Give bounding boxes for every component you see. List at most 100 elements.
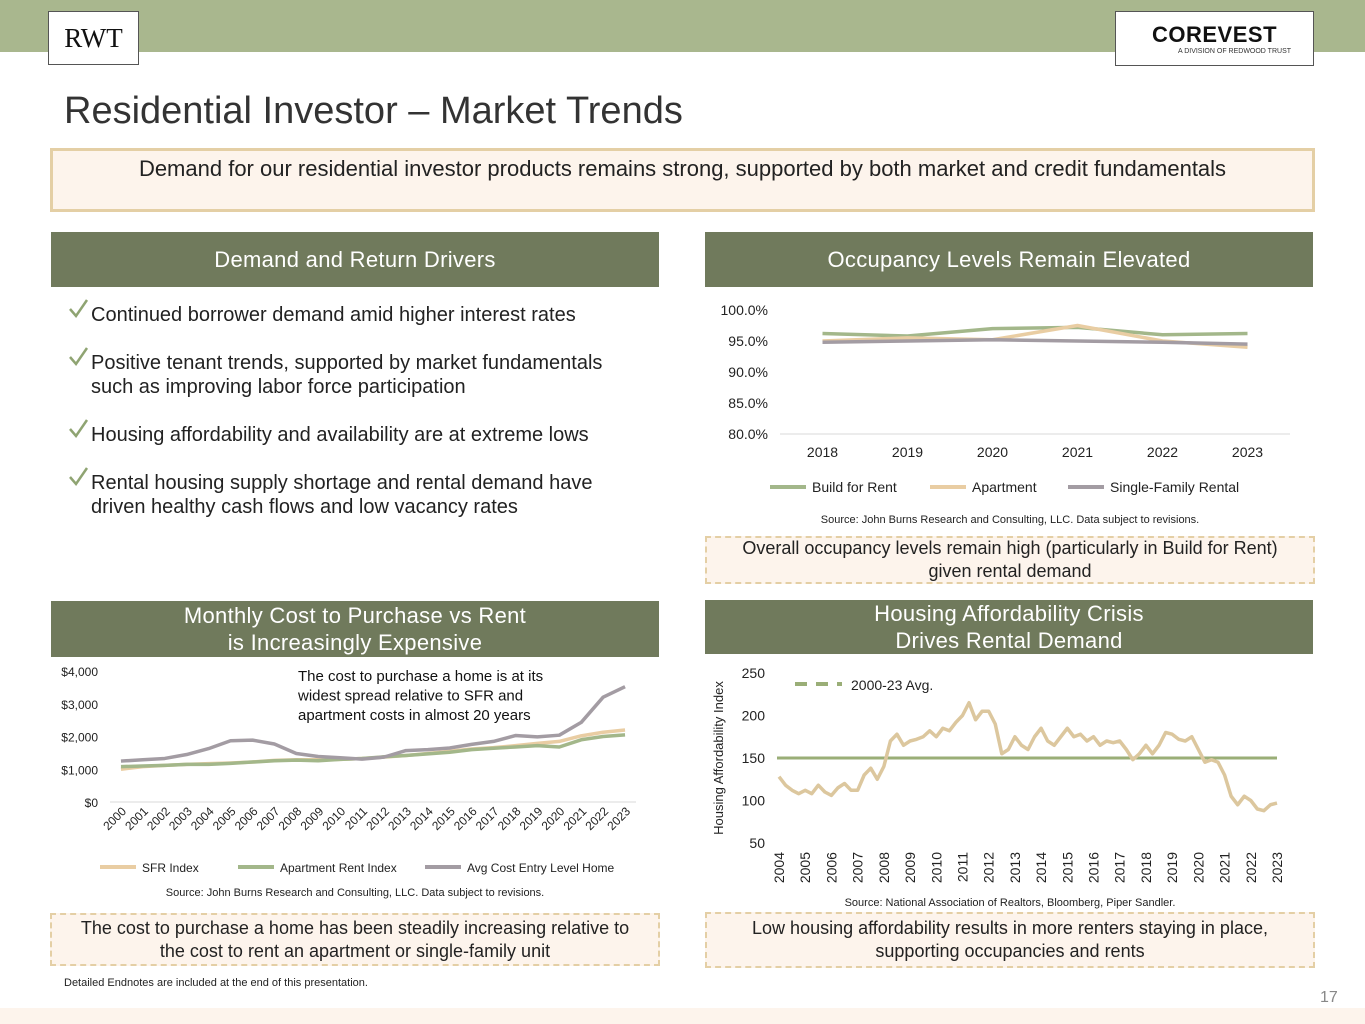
panel-heading: Monthly Cost to Purchase vs Rent is Incre… xyxy=(51,601,659,657)
x-tick-label: 2014 xyxy=(1033,852,1049,883)
check-icon xyxy=(69,467,89,487)
x-tick-label: 2006 xyxy=(823,852,839,883)
banner: Demand for our residential investor prod… xyxy=(50,148,1315,212)
x-tick-label: 2008 xyxy=(876,852,892,883)
bullet: Positive tenant trends, supported by mar… xyxy=(65,347,655,399)
x-tick-label: 2004 xyxy=(188,804,217,833)
y-tick-label: $4,000 xyxy=(61,665,98,679)
y-tick-label: 85.0% xyxy=(728,395,768,411)
x-tick-label: 2019 xyxy=(517,804,546,833)
bottom-band xyxy=(0,1008,1365,1024)
heading-line: Demand and Return Drivers xyxy=(214,247,496,272)
heading-line: Occupancy Levels Remain Elevated xyxy=(827,247,1191,272)
x-tick-label: 2012 xyxy=(363,804,392,833)
check-icon xyxy=(69,347,89,367)
x-tick-label: 2007 xyxy=(850,852,866,883)
logo-right-text: COREVEST xyxy=(1151,22,1278,47)
heading-line: is Increasingly Expensive xyxy=(227,630,483,655)
source: Source: John Burns Research and Consulti… xyxy=(165,887,545,899)
x-tick-label: 2021 xyxy=(1062,444,1093,460)
x-tick-label: 2015 xyxy=(1059,852,1075,883)
y-tick-label: 150 xyxy=(742,750,766,766)
bullet-line: Continued borrower demand amid higher in… xyxy=(91,304,576,326)
callout-line: supporting occupancies and rents xyxy=(875,941,1145,961)
callout-line: the cost to rent an apartment or single-… xyxy=(159,940,551,961)
y-tick-label: $0 xyxy=(85,796,99,810)
annotation: widest spread relative to SFR and xyxy=(297,688,523,705)
x-tick-label: 2017 xyxy=(473,804,502,833)
heading-line: Housing Affordability Crisis xyxy=(874,601,1144,626)
annotation: apartment costs in almost 20 years xyxy=(298,707,531,724)
x-tick-label: 2019 xyxy=(892,444,923,460)
footnote: Detailed Endnotes are included at the en… xyxy=(64,977,368,989)
legend-label: Single-Family Rental xyxy=(1110,479,1239,495)
series-line xyxy=(120,685,626,763)
legend-label: SFR Index xyxy=(142,861,199,875)
x-tick-label: 2006 xyxy=(232,804,261,833)
source: Source: National Association of Realtors… xyxy=(844,897,1176,909)
x-tick-label: 2007 xyxy=(254,804,283,833)
x-tick-label: 2008 xyxy=(276,804,305,833)
y-tick-label: 95.0% xyxy=(728,333,768,349)
x-tick-label: 2022 xyxy=(1147,444,1178,460)
y-axis-label: Housing Affordability Index xyxy=(711,681,726,835)
x-tick-label: 2021 xyxy=(561,804,590,833)
title: Residential Investor – Market Trends xyxy=(64,90,683,132)
callout: The cost to purchase a home has been ste… xyxy=(50,913,660,966)
panel-heading: Demand and Return Drivers xyxy=(51,232,659,287)
x-tick-label: 2023 xyxy=(604,804,633,833)
source: Source: John Burns Research and Consulti… xyxy=(820,514,1200,526)
callout-line: Low housing affordability results in mor… xyxy=(752,918,1268,938)
y-tick-label: 50 xyxy=(749,835,765,851)
check-icon xyxy=(69,299,89,319)
heading-line: Monthly Cost to Purchase vs Rent xyxy=(183,603,527,628)
x-tick-label: 2023 xyxy=(1232,444,1263,460)
x-tick-label: 2002 xyxy=(144,804,173,833)
x-tick-label: 2001 xyxy=(122,804,151,833)
legend-label: Apartment xyxy=(972,479,1037,495)
x-tick-label: 2010 xyxy=(928,852,944,883)
x-tick-label: 2016 xyxy=(451,804,480,833)
y-tick-label: 90.0% xyxy=(728,364,768,380)
legend-label: Build for Rent xyxy=(812,479,897,495)
check-icon xyxy=(69,419,89,439)
panel-heading: Housing Affordability Crisis Drives Renta… xyxy=(705,600,1313,654)
y-tick-label: $2,000 xyxy=(61,731,98,745)
x-tick-label: 2003 xyxy=(166,804,195,833)
bullet-line: Rental housing supply shortage and renta… xyxy=(91,472,593,494)
x-tick-label: 2023 xyxy=(1269,852,1285,883)
bullet: Rental housing supply shortage and renta… xyxy=(65,467,655,519)
callout-line: Overall occupancy levels remain high (pa… xyxy=(742,538,1278,558)
x-tick-label: 2011 xyxy=(342,804,370,832)
x-tick-label: 2009 xyxy=(902,852,918,883)
callout-line: The cost to purchase a home has been ste… xyxy=(80,917,630,938)
y-tick-label: 100.0% xyxy=(721,302,768,318)
x-tick-label: 2017 xyxy=(1112,852,1128,883)
series-line xyxy=(777,701,1278,813)
x-tick-label: 2020 xyxy=(1190,852,1206,883)
x-tick-label: 2015 xyxy=(429,804,458,833)
x-tick-label: 2005 xyxy=(210,804,239,833)
bullet-line: Housing affordability and availability a… xyxy=(91,424,589,446)
bullet: Housing affordability and availability a… xyxy=(65,419,655,447)
x-tick-label: 2018 xyxy=(807,444,838,460)
callout: Overall occupancy levels remain high (pa… xyxy=(705,536,1315,584)
x-tick-label: 2004 xyxy=(771,852,787,883)
x-tick-label: 2012 xyxy=(981,852,997,883)
x-tick-label: 2020 xyxy=(539,804,568,833)
x-tick-label: 2013 xyxy=(1007,852,1023,883)
bullet-list: Continued borrower demand amid higher in… xyxy=(65,299,655,543)
callout: Low housing affordability results in mor… xyxy=(705,912,1315,968)
y-tick-label: 250 xyxy=(742,665,766,681)
x-tick-label: 2010 xyxy=(319,804,348,833)
heading-line: Drives Rental Demand xyxy=(895,628,1123,653)
y-tick-label: 100 xyxy=(742,793,766,809)
series-line xyxy=(822,325,1248,338)
x-tick-label: 2011 xyxy=(954,852,970,882)
x-tick-label: 2020 xyxy=(977,444,1008,460)
y-tick-label: $3,000 xyxy=(61,698,98,712)
callout-line: given rental demand xyxy=(928,561,1092,581)
x-tick-label: 2022 xyxy=(582,804,611,833)
